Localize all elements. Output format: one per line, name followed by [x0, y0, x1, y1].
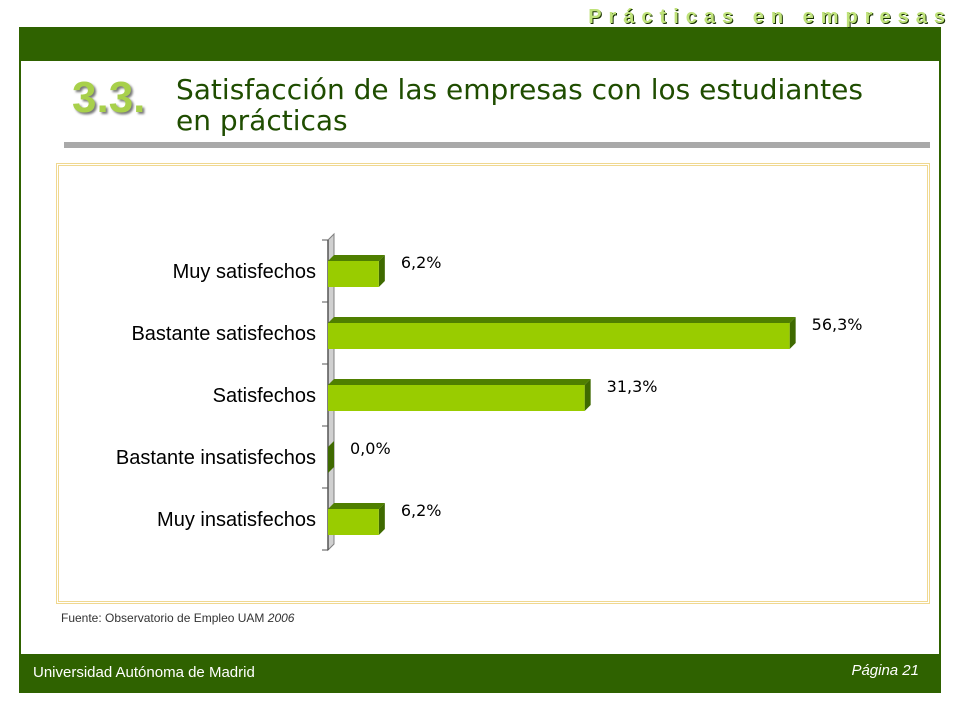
category-label: Bastante insatisfechos: [116, 447, 316, 469]
bar: [328, 509, 379, 535]
bar-top: [328, 503, 385, 509]
bar-top: [328, 379, 591, 385]
bar-side: [378, 255, 385, 287]
bar-top: [328, 317, 796, 323]
category-label: Bastante satisfechos: [131, 323, 316, 345]
value-label: 6,2%: [401, 501, 442, 520]
bar: [328, 261, 379, 287]
bar-side: [328, 441, 334, 473]
bar-side: [584, 379, 591, 411]
section-number: 3.3.: [72, 73, 146, 122]
source-note: Fuente: Observatorio de Empleo UAM 2006: [61, 611, 294, 625]
chart-bars: [328, 255, 796, 535]
bar-side: [789, 317, 796, 349]
source-year: 2006: [267, 611, 295, 625]
footer-page-number: Página 21: [851, 662, 919, 679]
header-bar: [19, 27, 941, 61]
value-label: 31,3%: [607, 377, 658, 396]
bar: [328, 323, 790, 349]
footer-university: Universidad Autónoma de Madrid: [33, 664, 255, 681]
section-title: Prácticas en empresas: [588, 6, 952, 28]
category-label: Muy insatisfechos: [157, 509, 316, 531]
source-text: Fuente: Observatorio de Empleo UAM: [61, 611, 265, 625]
category-label: Satisfechos: [213, 385, 316, 407]
value-label: 0,0%: [350, 439, 391, 458]
value-label: 56,3%: [812, 315, 863, 334]
footer-bar: [19, 654, 941, 693]
bar-top: [328, 255, 385, 261]
page-title: Satisfacción de las empresas con los est…: [176, 73, 863, 137]
category-label: Muy satisfechos: [173, 261, 316, 283]
bar: [328, 385, 585, 411]
bar-side: [378, 503, 385, 535]
value-label: 6,2%: [401, 253, 442, 272]
chart-labels: Muy satisfechos 6,2% Bastante satisfechos 5…: [116, 253, 863, 531]
title-divider: [64, 142, 930, 148]
